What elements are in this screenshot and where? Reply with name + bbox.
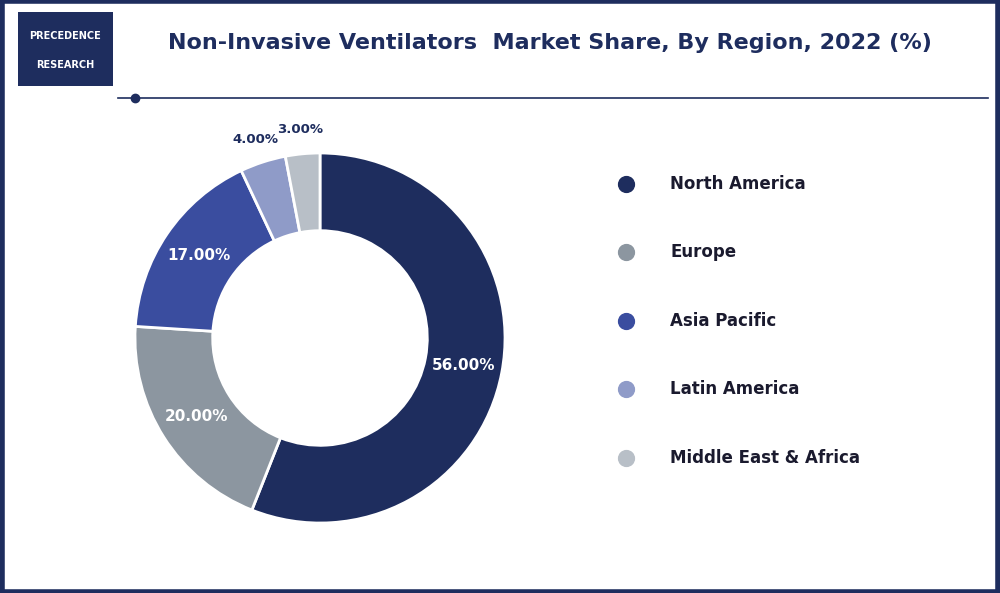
Wedge shape	[135, 171, 274, 331]
Wedge shape	[135, 326, 280, 510]
Text: North America: North America	[670, 175, 806, 193]
Text: Latin America: Latin America	[670, 380, 800, 398]
Text: Non-Invasive Ventilators  Market Share, By Region, 2022 (%): Non-Invasive Ventilators Market Share, B…	[168, 33, 932, 53]
Wedge shape	[241, 157, 300, 241]
Wedge shape	[285, 153, 320, 232]
Text: 20.00%: 20.00%	[165, 409, 228, 424]
Wedge shape	[252, 153, 505, 523]
Text: PRECEDENCE: PRECEDENCE	[30, 31, 101, 40]
Text: Europe: Europe	[670, 243, 736, 262]
Text: 4.00%: 4.00%	[232, 133, 278, 146]
Text: 17.00%: 17.00%	[167, 248, 231, 263]
FancyBboxPatch shape	[18, 12, 113, 86]
Text: 56.00%: 56.00%	[432, 358, 495, 373]
Text: 3.00%: 3.00%	[277, 123, 323, 136]
Text: Middle East & Africa: Middle East & Africa	[670, 449, 860, 467]
Text: RESEARCH: RESEARCH	[36, 60, 95, 70]
Text: Asia Pacific: Asia Pacific	[670, 312, 777, 330]
